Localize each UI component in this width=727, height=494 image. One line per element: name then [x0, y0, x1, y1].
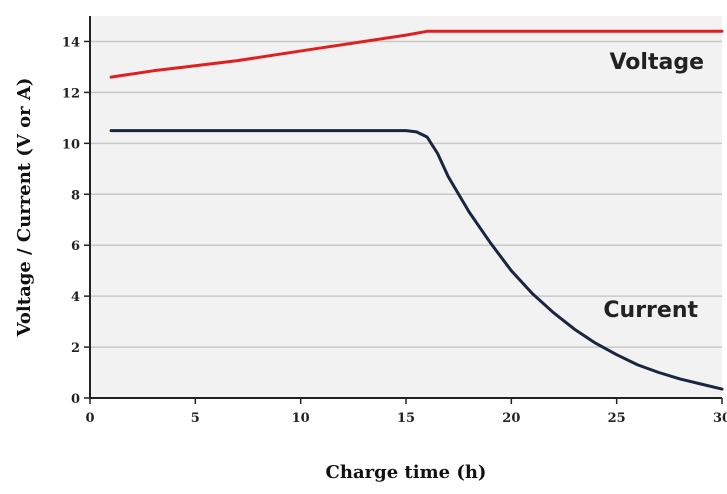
x-axis-title: Charge time (h) [326, 462, 487, 483]
x-tick-label: 15 [397, 411, 415, 426]
grid-lines [90, 40, 722, 348]
x-ticks: 0 5 10 15 20 25 30 [85, 398, 727, 426]
y-tick-label: 4 [71, 290, 80, 305]
y-tick-label: 2 [71, 341, 80, 356]
y-tick-label: 8 [71, 188, 80, 203]
y-tick-label: 10 [62, 137, 80, 152]
x-tick-label: 25 [608, 411, 626, 426]
series-label-voltage: Voltage [609, 50, 704, 75]
y-tick-label: 12 [62, 86, 80, 101]
series-label-current: Current [603, 298, 698, 323]
y-tick-label: 14 [62, 35, 80, 50]
x-tick-label: 10 [292, 411, 310, 426]
y-axis-title: Voltage / Current (V or A) [14, 78, 35, 338]
series-line-voltage [109, 29, 724, 79]
series-line-current [109, 129, 724, 391]
series-labels: Voltage Current [603, 50, 704, 323]
y-tick-label: 0 [71, 392, 80, 407]
x-tick-label: 20 [502, 411, 520, 426]
y-tick-label: 6 [71, 239, 80, 254]
y-ticks: 0 2 4 6 8 10 12 14 [62, 35, 90, 407]
x-tick-label: 30 [713, 411, 727, 426]
x-tick-label: 0 [85, 411, 94, 426]
series-lines [109, 29, 724, 391]
plot-area [90, 16, 722, 398]
x-tick-label: 5 [191, 411, 200, 426]
